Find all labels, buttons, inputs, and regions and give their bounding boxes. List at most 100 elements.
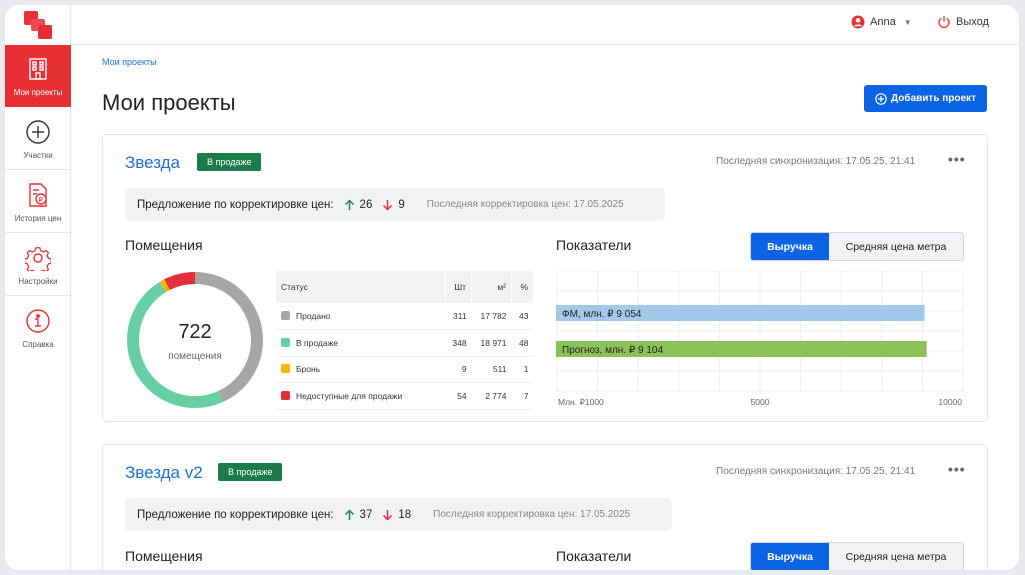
sidebar: Мои проекты Участки ₽ История цен — [5, 5, 71, 570]
table-row: Продано 311 17 782 43 — [276, 303, 534, 330]
logo[interactable] — [23, 10, 53, 40]
indicators-title: Показатели — [556, 548, 632, 564]
indicator-tabs: Выручка Средняя цена метра — [750, 542, 964, 570]
power-icon — [938, 16, 950, 29]
arrow-up-icon — [344, 198, 354, 210]
logout-button[interactable]: Выход — [937, 15, 989, 29]
svg-text:₽: ₽ — [39, 196, 44, 204]
rooms-total: 722 — [178, 321, 212, 343]
offer-label: Предложение по корректировке цен: — [137, 198, 334, 211]
project-name[interactable]: Звезда v2 — [125, 463, 203, 482]
chevron-down-icon: ▼ — [903, 17, 912, 27]
donut-slice-3[interactable] — [127, 272, 263, 408]
status-color-swatch — [281, 337, 290, 347]
add-project-label: Добавить проект — [891, 93, 976, 104]
table-row: Бронь 9 511 1 — [276, 356, 534, 383]
bar-label-0: ФМ, млн. ₽ 9 054 — [562, 309, 642, 320]
rooms-title: Помещения — [125, 237, 203, 253]
tab-revenue[interactable]: Выручка — [751, 543, 829, 570]
bar-label-1: Прогноз, млн. ₽ 9 104 — [562, 345, 663, 356]
tab-avg-price[interactable]: Средняя цена метра — [829, 233, 963, 260]
price-down-count[interactable]: 9 — [382, 199, 405, 211]
qty-cell: 54 — [445, 382, 472, 410]
status-color-swatch — [281, 364, 290, 374]
gear-icon — [24, 244, 52, 272]
sync-status: Последняя синхронизация: 17.05.25, 21:41 — [716, 466, 916, 477]
sidebar-item-my-projects[interactable]: Мои проекты — [5, 45, 71, 107]
user-name: Anna — [870, 16, 896, 28]
bar-1[interactable] — [556, 341, 927, 357]
indicator-tabs: Выручка Средняя цена метра — [750, 232, 964, 261]
sidebar-item-label: Справка — [22, 340, 54, 349]
sidebar-item-price-history[interactable]: ₽ История цен — [5, 171, 71, 233]
rooms-donut-chart — [127, 272, 263, 408]
sidebar-item-plots[interactable]: Участки — [5, 108, 71, 170]
project-card: Звезда v2 В продаже Последняя синхрониза… — [102, 444, 988, 570]
col-header-pct: % — [511, 271, 534, 303]
status-cell: В продаже — [276, 329, 446, 357]
app-window: Мои проекты Участки ₽ История цен — [5, 5, 1019, 570]
revenue-bar-chart: ФМ, млн. ₽ 9 054 Прогноз, млн. ₽ 9 104 Млн… — [556, 271, 964, 407]
x-tick-label: Млн. ₽1000 — [558, 397, 604, 407]
status-color-swatch — [281, 390, 290, 400]
table-row: В продаже 348 18 971 48 — [276, 329, 534, 357]
area-cell: 17 782 — [471, 303, 512, 330]
status-cell: Недоступные для продажи — [276, 382, 446, 410]
price-history-icon: ₽ — [24, 181, 52, 209]
last-adjust-date: Последняя корректировка цен: 17.05.2025 — [433, 509, 631, 520]
arrow-up-icon — [344, 508, 354, 520]
user-icon — [851, 15, 865, 29]
area-cell: 18 971 — [471, 329, 512, 357]
top-header: Anna ▼ Выход — [71, 5, 1019, 45]
breadcrumb[interactable]: Мои проекты — [102, 57, 157, 67]
project-card: Звезда В продаже Последняя синхронизация… — [102, 134, 988, 422]
user-menu[interactable]: Anna ▼ — [851, 15, 912, 29]
pct-cell: 7 — [511, 382, 534, 410]
sidebar-item-help[interactable]: Справка — [5, 297, 71, 359]
sidebar-item-label: Настройки — [18, 276, 58, 286]
last-adjust-date: Последняя корректировка цен: 17.05.2025 — [426, 199, 624, 210]
more-options-icon[interactable]: ••• — [948, 151, 966, 167]
sidebar-item-settings[interactable]: Настройки — [5, 234, 71, 296]
sync-status: Последняя синхронизация: 17.05.25, 21:41 — [716, 156, 916, 167]
rooms-total-label: помещения — [168, 351, 222, 362]
plus-circle-icon — [24, 118, 52, 146]
table-row: Недоступные для продажи 54 2 774 7 — [276, 382, 534, 410]
pct-cell: 43 — [511, 303, 534, 330]
col-header-area: м² — [471, 271, 512, 303]
qty-cell: 9 — [445, 356, 472, 383]
status-cell: Продано — [276, 303, 446, 330]
bar-0[interactable] — [556, 305, 925, 321]
rooms-status-table: Статус Шт м² % Продано 311 17 782 43 В прода… — [276, 271, 534, 410]
tab-revenue[interactable]: Выручка — [751, 233, 829, 260]
offer-label: Предложение по корректировке цен: — [137, 508, 334, 521]
x-tick-label: 5000 — [751, 397, 770, 407]
sidebar-item-label: Участки — [23, 150, 53, 160]
price-down-count[interactable]: 18 — [382, 509, 411, 521]
qty-cell: 311 — [445, 303, 472, 330]
donut-slice-1[interactable] — [127, 272, 263, 408]
price-adjust-offer: Предложение по корректировке цен: 26 9 П… — [125, 188, 665, 221]
x-tick-label: 10000 — [938, 397, 962, 407]
price-up-count[interactable]: 26 — [344, 198, 372, 211]
price-up-count[interactable]: 37 — [344, 508, 372, 521]
page-title: Мои проекты — [102, 90, 236, 115]
plus-circle-icon — [875, 92, 887, 105]
rooms-title: Помещения — [125, 548, 203, 564]
building-icon — [24, 55, 52, 83]
add-project-button[interactable]: Добавить проект — [864, 85, 987, 112]
tab-avg-price[interactable]: Средняя цена метра — [829, 543, 963, 570]
area-cell: 511 — [471, 356, 512, 383]
main-content: Мои проекты Мои проекты Добавить проект … — [71, 46, 1019, 570]
col-header-status: Статус — [276, 271, 447, 303]
price-adjust-offer: Предложение по корректировке цен: 37 18 … — [125, 498, 672, 531]
more-options-icon[interactable]: ••• — [948, 461, 966, 477]
arrow-down-icon — [383, 509, 393, 521]
area-cell: 2 774 — [471, 382, 512, 410]
pct-cell: 48 — [511, 329, 534, 357]
sidebar-item-label: История цен — [14, 213, 62, 223]
status-cell: Бронь — [276, 356, 446, 383]
info-icon — [24, 307, 52, 335]
project-name[interactable]: Звезда — [125, 153, 180, 172]
pct-cell: 1 — [511, 356, 534, 383]
